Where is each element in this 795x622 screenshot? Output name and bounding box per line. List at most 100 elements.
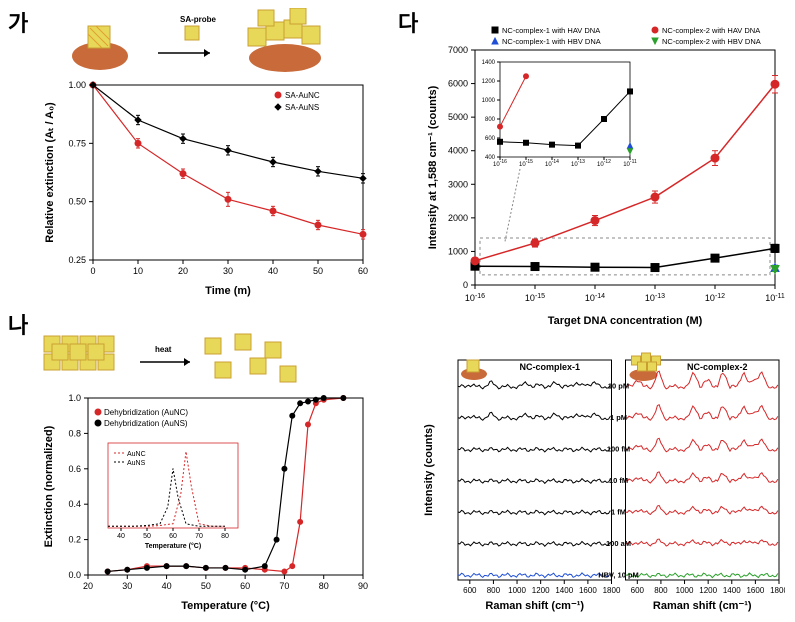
svg-text:0.6: 0.6 (68, 464, 81, 474)
svg-text:1800: 1800 (603, 586, 621, 595)
svg-text:NC-complex-2 with HBV DNA: NC-complex-2 with HBV DNA (662, 37, 761, 46)
svg-text:10-11: 10-11 (765, 293, 785, 304)
svg-text:1000: 1000 (448, 246, 468, 256)
svg-text:1 pM: 1 pM (610, 413, 627, 422)
svg-text:70: 70 (279, 581, 289, 591)
svg-text:10-15: 10-15 (519, 159, 533, 168)
svg-text:10-11: 10-11 (623, 159, 637, 168)
svg-text:1400: 1400 (555, 586, 573, 595)
svg-text:40: 40 (117, 533, 125, 540)
svg-text:0.0: 0.0 (68, 570, 81, 580)
svg-text:0.25: 0.25 (68, 255, 86, 265)
svg-text:10 fM: 10 fM (609, 476, 628, 485)
svg-text:60: 60 (240, 581, 250, 591)
svg-text:20: 20 (178, 266, 188, 276)
svg-text:1400: 1400 (482, 60, 496, 66)
svg-text:600: 600 (485, 136, 496, 142)
svg-text:1 fM: 1 fM (611, 507, 626, 516)
svg-text:1200: 1200 (699, 586, 717, 595)
chart-dehybridization: 20304050607080900.00.20.40.60.81.0Temper… (38, 390, 373, 615)
svg-text:Target DNA concentration (M): Target DNA concentration (M) (548, 315, 703, 327)
svg-text:0.50: 0.50 (68, 197, 86, 207)
svg-text:50: 50 (313, 266, 323, 276)
schematic-ga: SA-probe (60, 8, 350, 73)
svg-text:800: 800 (654, 586, 668, 595)
svg-text:10-16: 10-16 (465, 293, 485, 304)
panel-label-na: 나 (8, 308, 28, 340)
svg-text:3000: 3000 (448, 179, 468, 189)
svg-text:Intensity at 1,588 cm⁻¹ (count: Intensity at 1,588 cm⁻¹ (counts) (427, 85, 439, 249)
svg-text:1600: 1600 (746, 586, 764, 595)
svg-text:80: 80 (319, 581, 329, 591)
svg-text:10-15: 10-15 (525, 293, 545, 304)
svg-text:Extinction (normalized): Extinction (normalized) (43, 425, 55, 547)
svg-text:400: 400 (485, 155, 496, 161)
schematic-ga-label: SA-probe (180, 15, 217, 24)
svg-text:SA-AuNC: SA-AuNC (285, 91, 320, 100)
svg-text:NC-complex-1 with HAV DNA: NC-complex-1 with HAV DNA (502, 26, 600, 35)
svg-text:10: 10 (133, 266, 143, 276)
svg-text:1800: 1800 (770, 586, 785, 595)
svg-text:800: 800 (485, 117, 496, 123)
svg-text:10-12: 10-12 (597, 159, 611, 168)
svg-text:Temperature (°C): Temperature (°C) (145, 542, 201, 550)
svg-text:Relative extinction (Aₜ / A₀): Relative extinction (Aₜ / A₀) (44, 102, 56, 243)
svg-text:10-16: 10-16 (493, 159, 507, 168)
chart-raman-spectra: NC-complex-1 NC-complex-2 600 800 1000 1200 14… (420, 340, 785, 615)
svg-text:600: 600 (631, 586, 645, 595)
svg-text:Raman shift (cm⁻¹): Raman shift (cm⁻¹) (485, 600, 584, 612)
svg-text:800: 800 (487, 586, 501, 595)
svg-text:1200: 1200 (482, 79, 496, 85)
svg-text:60: 60 (358, 266, 368, 276)
svg-text:Time (m): Time (m) (205, 285, 251, 297)
svg-text:40: 40 (162, 581, 172, 591)
svg-text:Intensity (counts): Intensity (counts) (423, 424, 435, 516)
panel-label-da: 다 (398, 6, 418, 38)
svg-text:10-13: 10-13 (571, 159, 585, 168)
svg-text:10 pM: 10 pM (608, 382, 629, 391)
svg-text:1400: 1400 (723, 586, 741, 595)
svg-text:NC-complex-2: NC-complex-2 (687, 362, 748, 372)
svg-text:1000: 1000 (508, 586, 526, 595)
svg-text:50: 50 (201, 581, 211, 591)
svg-text:4000: 4000 (448, 146, 468, 156)
svg-text:0: 0 (463, 280, 468, 290)
svg-text:Dehybridization (AuNC): Dehybridization (AuNC) (104, 408, 188, 417)
svg-text:70: 70 (195, 533, 203, 540)
svg-text:10-12: 10-12 (705, 293, 725, 304)
svg-text:Raman shift (cm⁻¹): Raman shift (cm⁻¹) (653, 600, 752, 612)
svg-text:100 fM: 100 fM (607, 445, 630, 454)
svg-text:1.0: 1.0 (68, 393, 81, 403)
svg-text:1600: 1600 (579, 586, 597, 595)
svg-text:20: 20 (83, 581, 93, 591)
svg-text:0.2: 0.2 (68, 535, 81, 545)
svg-text:50: 50 (143, 533, 151, 540)
svg-text:AuNC: AuNC (127, 451, 146, 458)
svg-text:0.8: 0.8 (68, 428, 81, 438)
svg-text:1000: 1000 (482, 98, 496, 104)
svg-text:NC-complex-1: NC-complex-1 (519, 362, 580, 372)
svg-text:2000: 2000 (448, 213, 468, 223)
svg-text:30: 30 (223, 266, 233, 276)
chart-relative-extinction: 0 10 20 30 40 50 60 0.25 0.50 0.75 1.00 Time (m) Rel… (38, 75, 373, 300)
svg-text:40: 40 (268, 266, 278, 276)
svg-text:1.00: 1.00 (68, 80, 86, 90)
svg-text:80: 80 (221, 533, 229, 540)
svg-text:10-14: 10-14 (545, 159, 559, 168)
svg-text:6000: 6000 (448, 79, 468, 89)
svg-text:SA-AuNS: SA-AuNS (285, 103, 319, 112)
svg-text:10-14: 10-14 (585, 293, 605, 304)
svg-text:0: 0 (90, 266, 95, 276)
svg-text:0.4: 0.4 (68, 499, 81, 509)
schematic-na: heat (40, 332, 350, 387)
svg-text:Temperature (°C): Temperature (°C) (181, 600, 270, 612)
svg-text:HBV, 10 pM: HBV, 10 pM (598, 570, 639, 579)
svg-text:60: 60 (169, 533, 177, 540)
svg-text:0.75: 0.75 (68, 138, 86, 148)
svg-text:NC-complex-2 with HAV DNA: NC-complex-2 with HAV DNA (662, 26, 760, 35)
svg-text:7000: 7000 (448, 45, 468, 55)
svg-text:100 aM: 100 aM (606, 539, 631, 548)
svg-text:1000: 1000 (676, 586, 694, 595)
schematic-na-label: heat (155, 345, 172, 354)
svg-text:10-13: 10-13 (645, 293, 665, 304)
